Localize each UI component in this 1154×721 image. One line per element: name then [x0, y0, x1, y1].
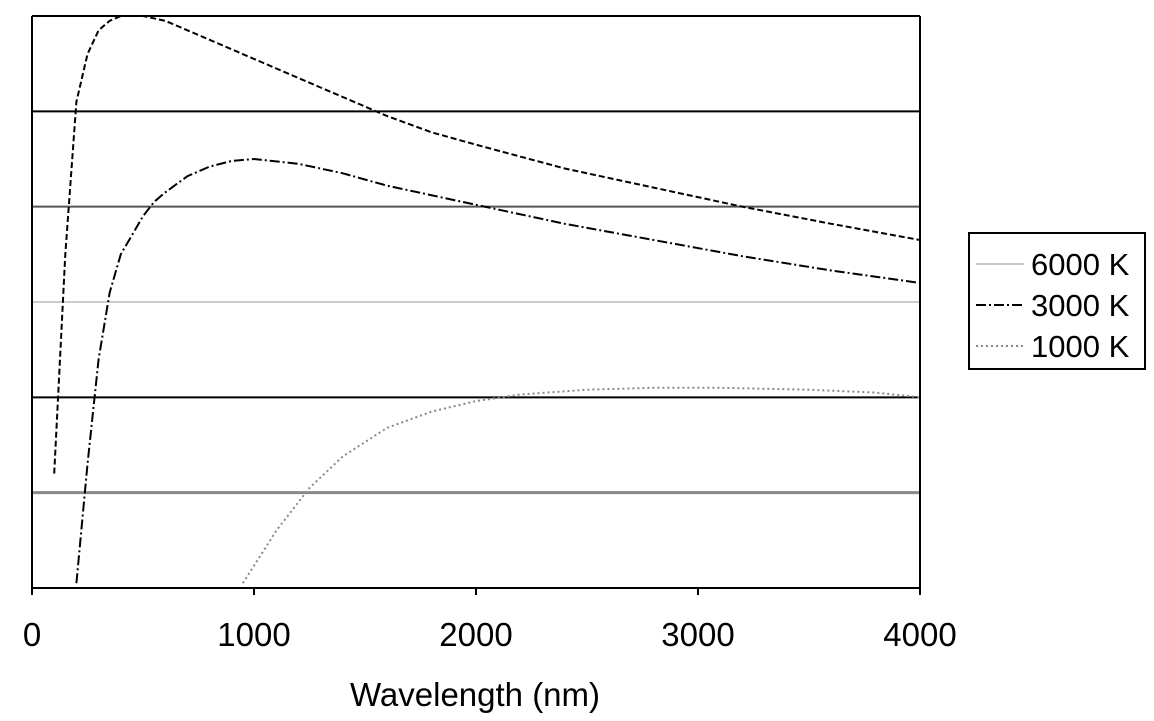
series-line-1000k	[242, 386, 921, 584]
plot-lines	[53, 15, 921, 584]
legend-box	[968, 232, 1146, 370]
x-tick-label: 0	[23, 616, 41, 653]
series-line-6000k	[53, 15, 921, 474]
grid	[32, 15, 920, 589]
x-axis-title: Wavelength (nm)	[350, 676, 600, 713]
series-line-3000k	[75, 158, 921, 584]
x-tick-label: 4000	[883, 616, 956, 653]
legend-label: 3000 K	[1031, 288, 1130, 323]
x-tick-labels: 0 1000 2000 3000 4000	[23, 588, 957, 653]
legend: 6000 K 3000 K 1000 K	[968, 232, 1146, 370]
x-tick-label: 3000	[661, 616, 734, 653]
legend-label: 6000 K	[1031, 247, 1130, 282]
x-tick-label: 2000	[439, 616, 512, 653]
x-tick-label: 1000	[217, 616, 290, 653]
legend-label: 1000 K	[1031, 329, 1130, 364]
